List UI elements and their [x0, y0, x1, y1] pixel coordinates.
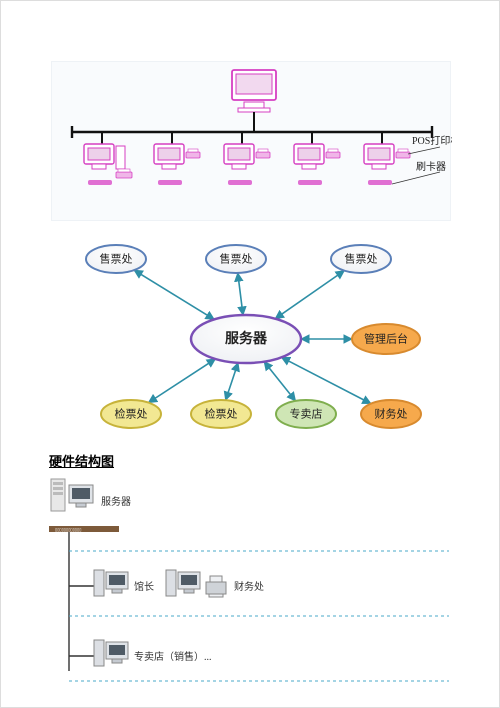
node-label-5: 专卖店 — [290, 407, 323, 421]
hw-row-1: 馆长 财务处 — [94, 570, 264, 597]
node-label-2: 售票处 — [345, 252, 378, 266]
node-label-0: 售票处 — [100, 252, 133, 266]
arrow-6 — [226, 363, 238, 400]
node-label-3: 管理后台 — [364, 332, 408, 346]
center-node: 服务器 — [191, 315, 301, 363]
hardware-svg: 服务器 ▯▯▯▯▯▯▯▯▯▯▯▯ 馆长 财务处 专卖店（销售）... — [49, 471, 449, 691]
client-2 — [154, 132, 200, 185]
hw-server-label: 服务器 — [101, 495, 131, 508]
hw-row1-label2: 财务处 — [234, 580, 264, 593]
node-label-1: 售票处 — [220, 252, 253, 266]
client-1 — [84, 132, 132, 185]
server-icon — [232, 70, 276, 112]
star-diagram-panel: 服务器 售票处 售票处 售票处管理后台财务处 专卖店 检票处 检票处 — [61, 239, 451, 439]
node-label-4: 财务处 — [375, 407, 408, 421]
center-label: 服务器 — [225, 330, 268, 347]
switch-ports: ▯▯▯▯▯▯▯▯▯▯▯▯ — [55, 527, 81, 532]
client-3 — [224, 132, 270, 185]
arrow-1 — [238, 273, 243, 315]
printer-label: POS打印机 — [412, 134, 452, 147]
hw-server-group: 服务器 — [51, 479, 131, 511]
network-topology-panel: POS打印机 刷卡器 — [51, 61, 451, 221]
network-svg: POS打印机 刷卡器 — [52, 62, 452, 222]
hw-row-2: 专卖店（销售）... — [94, 640, 212, 666]
star-svg: 服务器 售票处 售票处 售票处管理后台财务处 专卖店 检票处 检票处 — [61, 239, 451, 439]
printer-icon — [206, 576, 226, 597]
reader-label: 刷卡器 — [416, 160, 446, 173]
arrow-4 — [281, 357, 370, 403]
client-5 — [364, 132, 410, 185]
hw-row2-label: 专卖店（销售）... — [134, 650, 212, 663]
arrow-7 — [148, 359, 215, 403]
printer-callout-line — [408, 147, 440, 154]
hardware-title: 硬件结构图 — [49, 451, 114, 470]
arrow-2 — [275, 271, 344, 319]
reader-callout-line — [392, 172, 440, 184]
hw-row1-label1: 馆长 — [134, 580, 154, 593]
arrow-0 — [134, 270, 214, 319]
node-label-7: 检票处 — [115, 407, 148, 421]
hardware-structure-panel: 服务器 ▯▯▯▯▯▯▯▯▯▯▯▯ 馆长 财务处 专卖店（销售）... — [49, 471, 449, 691]
clients-group — [84, 132, 410, 185]
client-4 — [294, 132, 340, 185]
node-label-6: 检票处 — [205, 407, 238, 421]
arrow-5 — [264, 362, 295, 401]
